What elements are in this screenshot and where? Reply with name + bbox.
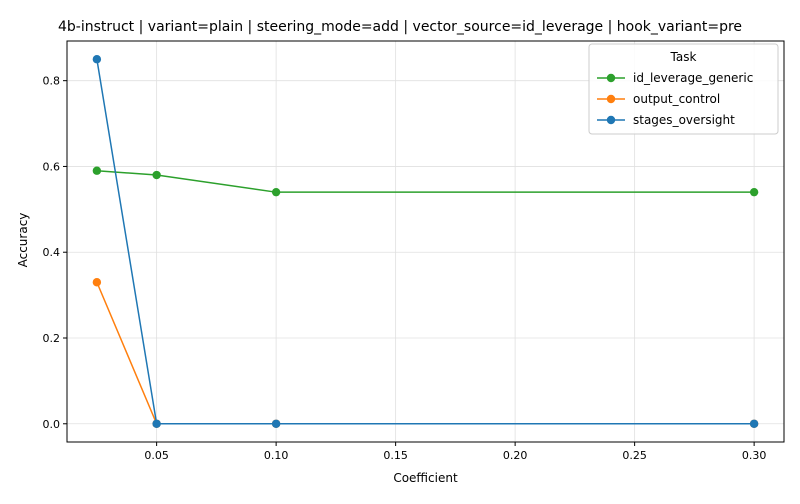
data-point — [271, 187, 281, 197]
series-line — [96, 169, 755, 193]
series-line — [96, 59, 755, 425]
x-tick-label: 0.15 — [383, 449, 408, 462]
x-tick-label: 0.20 — [503, 449, 528, 462]
x-tick-label: 0.05 — [144, 449, 169, 462]
x-axis-label: Coefficient — [393, 471, 458, 485]
legend-item: id_leverage_generic — [597, 71, 753, 85]
y-tick-label: 0.6 — [43, 160, 61, 173]
legend-title: Task — [670, 50, 697, 64]
legend-item: output_control — [597, 92, 720, 106]
series-id_leverage_generic — [92, 166, 759, 197]
y-tick-label: 0.4 — [43, 246, 61, 259]
legend-label: id_leverage_generic — [633, 71, 753, 85]
data-point — [92, 166, 102, 175]
legend-label: stages_oversight — [633, 113, 735, 127]
legend-marker — [606, 115, 616, 125]
legend-marker — [606, 94, 616, 104]
y-tick-label: 0.2 — [43, 332, 61, 345]
plot-frame — [66, 40, 785, 443]
data-point — [92, 55, 102, 64]
y-tick-label: 0.8 — [43, 75, 61, 88]
chart-title: 4b-instruct | variant=plain | steering_m… — [58, 19, 742, 35]
legend-item: stages_oversight — [597, 113, 735, 127]
y-tick-label: 0.0 — [43, 418, 61, 431]
y-axis-label: Accuracy — [16, 213, 30, 268]
legend-items: id_leverage_generic output_control stages_… — [597, 71, 753, 127]
x-tick-label: 0.10 — [264, 449, 289, 462]
x-tick-label: 0.25 — [622, 449, 647, 462]
data-point — [749, 187, 759, 197]
axes-layer: 0.05 0.10 0.15 0.20 0.25 0.30 0.0 0.2 0.4 0.6 0.8 — [43, 40, 785, 462]
data-point — [749, 419, 759, 428]
data-point — [152, 419, 161, 428]
legend-label: output_control — [633, 92, 720, 106]
legend-marker — [606, 73, 616, 83]
series-stages_oversight — [92, 55, 759, 428]
data-point — [271, 419, 281, 428]
series-layer — [92, 55, 759, 428]
data-point — [152, 170, 161, 180]
legend-box — [588, 43, 779, 135]
data-point — [92, 278, 102, 287]
x-tick-label: 0.30 — [742, 449, 767, 462]
legend: Task id_leverage_generic output_controlst… — [588, 43, 779, 135]
